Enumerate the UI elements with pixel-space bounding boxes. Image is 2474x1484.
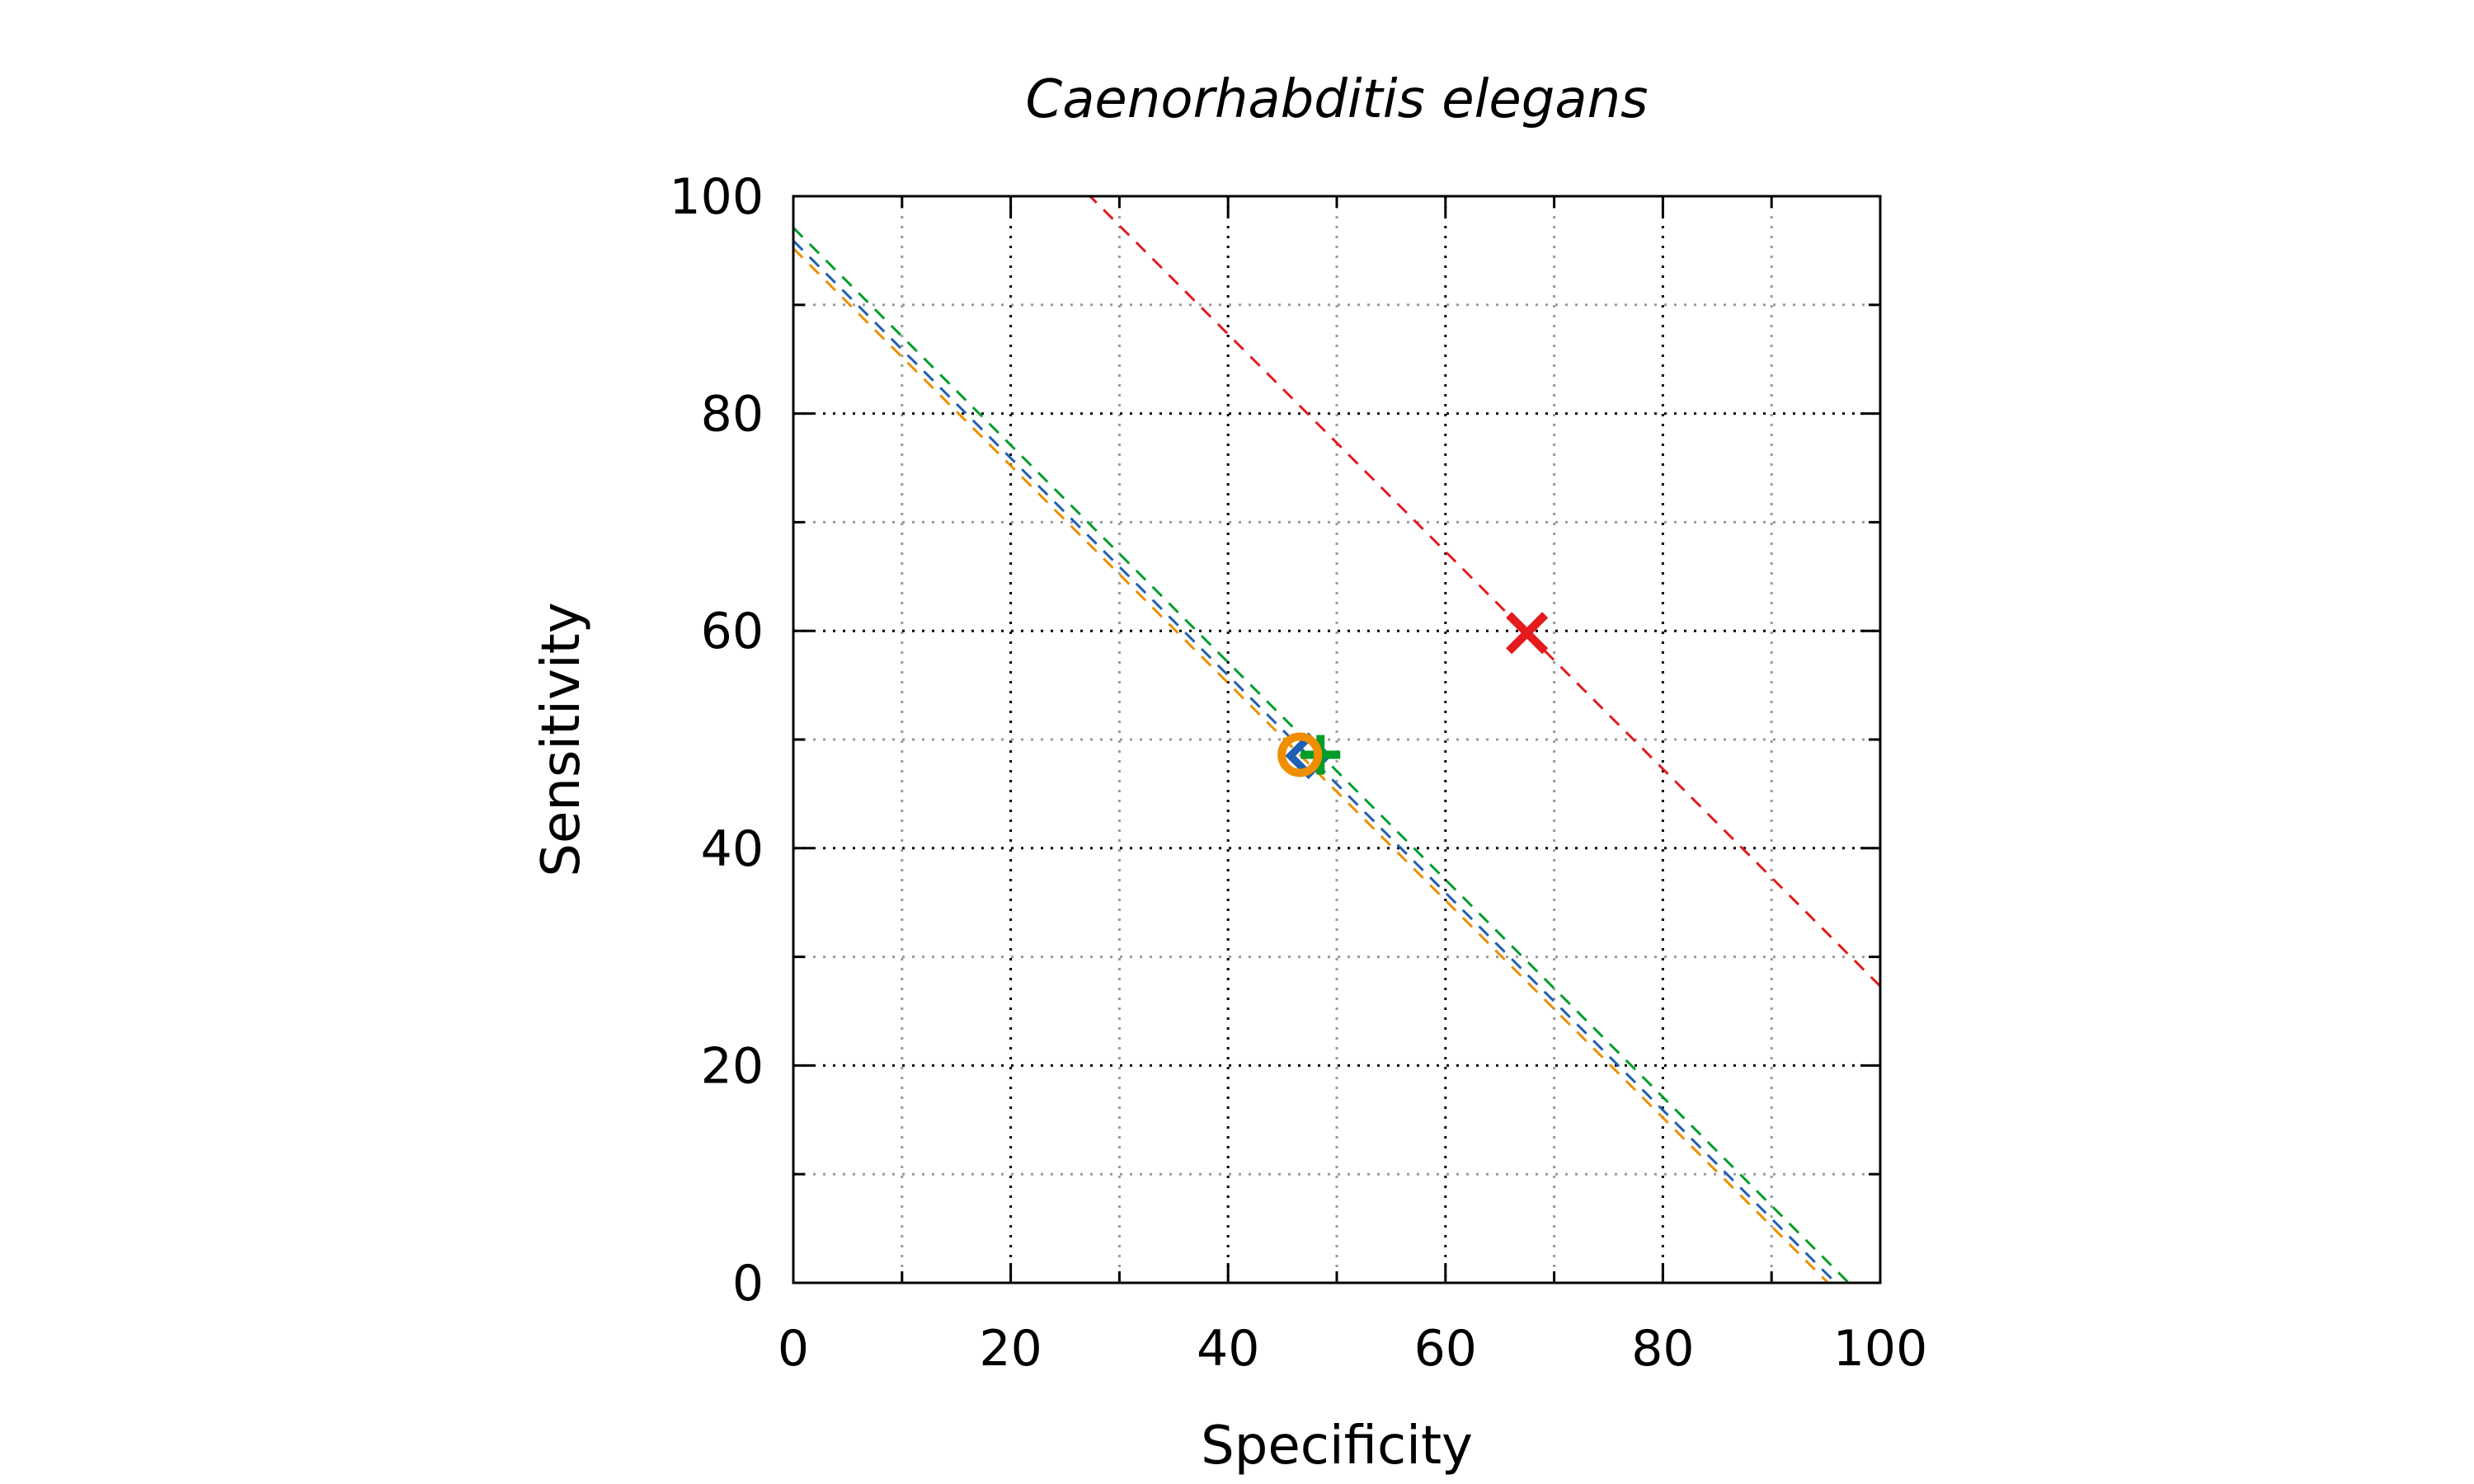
reference-line-x xyxy=(1088,196,1880,988)
x-tick-label: 60 xyxy=(1414,1320,1477,1378)
grid xyxy=(793,196,1880,1283)
y-tick-label: 100 xyxy=(669,168,764,226)
x-tick-label: 20 xyxy=(979,1320,1042,1378)
x-tick-label: 80 xyxy=(1631,1320,1694,1378)
reference-line-plus xyxy=(793,227,1851,1283)
data-markers xyxy=(1277,612,1549,780)
data-point-circle xyxy=(1277,732,1323,777)
reference-line-circle xyxy=(793,247,1830,1283)
reference-lines xyxy=(793,196,1880,1283)
x-tick-label: 0 xyxy=(778,1320,809,1378)
y-tick-label: 20 xyxy=(701,1037,764,1095)
reference-line-diamond xyxy=(793,239,1838,1283)
chart-title: Caenorhabditis elegans xyxy=(1026,69,1649,130)
y-tick-label: 60 xyxy=(701,603,764,660)
y-tick-label: 0 xyxy=(732,1255,764,1313)
data-point-x xyxy=(1506,612,1549,655)
axis-ticks: 0 20 40 60 80 100 0 20 40 60 80 100 xyxy=(669,168,1927,1378)
plot-frame xyxy=(792,195,1882,1284)
y-tick-label: 40 xyxy=(701,820,764,878)
x-tick-label: 100 xyxy=(1833,1320,1928,1378)
x-axis-title: Specificity xyxy=(1201,1416,1473,1477)
y-axis-title: Sensitivity xyxy=(531,602,592,876)
x-tick-label: 40 xyxy=(1197,1320,1259,1378)
y-tick-label: 80 xyxy=(701,386,764,444)
